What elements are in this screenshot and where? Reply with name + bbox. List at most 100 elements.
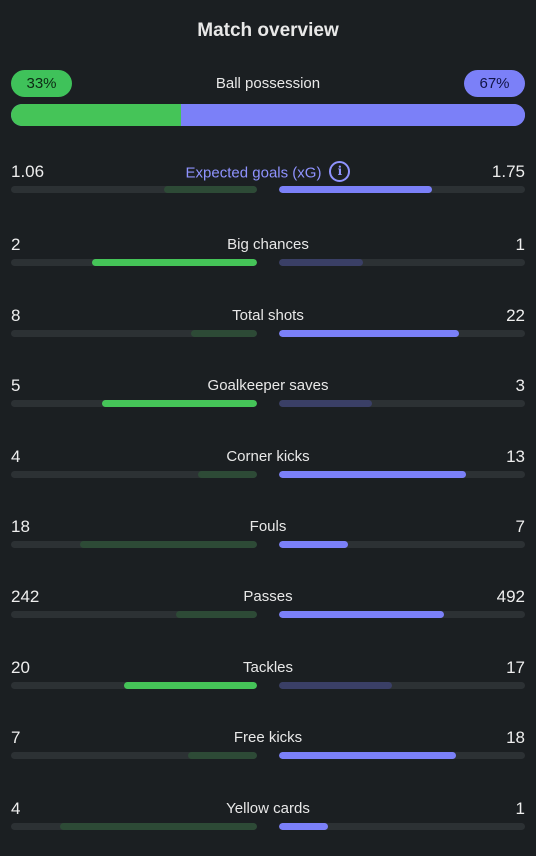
- away-stat-bar: [279, 682, 525, 689]
- possession-label: Ball possession: [215, 75, 321, 92]
- stat-name-label: Goalkeeper saves: [207, 377, 329, 394]
- home-stat-value: 20: [11, 658, 30, 677]
- away-stat-value: 13: [506, 447, 525, 466]
- stat-name-label: Corner kicks: [226, 448, 310, 465]
- home-stat-value: 5: [11, 376, 21, 395]
- away-stat-bar-fill: [279, 471, 466, 478]
- away-stat-bar: [279, 752, 525, 759]
- away-stat-value: 1: [515, 235, 525, 254]
- stat-name: Corner kicks: [11, 448, 525, 465]
- away-stat-bar-fill: [279, 611, 444, 618]
- away-stat-bar-fill: [279, 752, 457, 759]
- stat-name: Total shots: [11, 307, 525, 324]
- home-stat-bar-fill: [175, 611, 257, 618]
- away-stat-value: 17: [506, 658, 525, 677]
- home-stat-bar-fill: [79, 541, 257, 548]
- stat-name-label: Expected goals (xG): [185, 164, 322, 182]
- home-possession-badge: 33%: [11, 70, 72, 97]
- home-stat-bar: [11, 259, 257, 266]
- stat-name: Tackles: [11, 659, 525, 676]
- home-stat-bar-fill: [102, 400, 257, 407]
- home-stat-bar: [11, 471, 257, 478]
- possession-bar: [11, 104, 525, 126]
- home-possession-fill: [11, 104, 181, 126]
- stat-row: 2 Big chances 1: [11, 235, 525, 281]
- home-stat-bar: [11, 541, 257, 548]
- away-stat-bar: [279, 471, 525, 478]
- stat-row: 18 Fouls 7: [11, 517, 525, 563]
- home-stat-value: 4: [11, 799, 21, 818]
- away-stat-bar: [279, 330, 525, 337]
- stat-name: Big chances: [11, 236, 525, 253]
- away-stat-bar-fill: [279, 682, 393, 689]
- away-stat-bar: [279, 259, 525, 266]
- stat-row: 242 Passes 492: [11, 587, 525, 633]
- stat-row: 4 Corner kicks 13: [11, 447, 525, 493]
- away-stat-bar: [279, 541, 525, 548]
- home-stat-value: 7: [11, 728, 21, 747]
- stat-name-label: Big chances: [227, 236, 309, 253]
- home-stat-bar: [11, 186, 257, 193]
- home-stat-bar: [11, 330, 257, 337]
- stat-row: 5 Goalkeeper saves 3: [11, 376, 525, 422]
- away-stat-value: 1: [515, 799, 525, 818]
- stat-name: Fouls: [11, 518, 525, 535]
- home-stat-value: 242: [11, 587, 40, 606]
- home-stat-bar-fill: [92, 259, 257, 266]
- away-stat-value: 492: [496, 587, 525, 606]
- stat-name-label: Yellow cards: [226, 800, 310, 817]
- away-stat-value: 18: [506, 728, 525, 747]
- home-stat-bar-fill: [190, 330, 257, 337]
- home-stat-value: 18: [11, 517, 30, 536]
- away-stat-bar-fill: [279, 330, 459, 337]
- away-stat-bar-fill: [279, 823, 329, 830]
- stat-row: 1.06 Expected goals (xG) i 1.75: [11, 161, 525, 208]
- home-stat-bar: [11, 682, 257, 689]
- away-possession-badge: 67%: [464, 70, 525, 97]
- stat-name: Free kicks: [11, 729, 525, 746]
- stat-row: 20 Tackles 17: [11, 658, 525, 704]
- home-stat-bar-fill: [163, 186, 257, 193]
- stat-name-label: Passes: [243, 588, 293, 605]
- away-stat-bar: [279, 186, 525, 193]
- away-stat-value: 3: [515, 376, 525, 395]
- away-possession-fill: [180, 104, 525, 126]
- away-stat-bar-fill: [279, 541, 348, 548]
- stat-name-label: Tackles: [242, 659, 294, 676]
- stat-name[interactable]: Expected goals (xG) i: [11, 161, 525, 184]
- stat-name: Goalkeeper saves: [11, 377, 525, 394]
- stat-name-label: Total shots: [232, 307, 304, 324]
- stat-row: 4 Yellow cards 1: [11, 799, 525, 845]
- home-stat-bar: [11, 752, 257, 759]
- home-stat-bar-fill: [60, 823, 257, 830]
- home-stat-bar: [11, 823, 257, 830]
- stat-name-label: Free kicks: [233, 729, 303, 746]
- home-stat-value: 8: [11, 306, 21, 325]
- away-stat-value: 1.75: [491, 162, 525, 181]
- stat-row: 7 Free kicks 18: [11, 728, 525, 774]
- away-stat-bar: [279, 400, 525, 407]
- home-stat-bar-fill: [197, 471, 257, 478]
- home-stat-value: 4: [11, 447, 21, 466]
- info-icon[interactable]: i: [329, 161, 351, 182]
- away-stat-bar-fill: [279, 400, 373, 407]
- stat-name: Yellow cards: [11, 800, 525, 817]
- home-stat-bar: [11, 611, 257, 618]
- stat-row: 8 Total shots 22: [11, 306, 525, 352]
- panel-title: Match overview: [197, 20, 339, 41]
- home-stat-bar-fill: [188, 752, 257, 759]
- home-stat-value: 1.06: [11, 162, 45, 181]
- home-stat-bar-fill: [124, 682, 257, 689]
- possession-row: 33% Ball possession 67%: [11, 70, 525, 98]
- away-stat-value: 7: [515, 517, 525, 536]
- stat-name: Passes: [11, 588, 525, 605]
- away-stat-value: 22: [506, 306, 525, 325]
- away-stat-bar-fill: [279, 259, 363, 266]
- home-stat-value: 2: [11, 235, 21, 254]
- stat-name-label: Fouls: [249, 518, 287, 535]
- away-stat-bar-fill: [279, 186, 432, 193]
- away-stat-bar: [279, 611, 525, 618]
- away-stat-bar: [279, 823, 525, 830]
- home-stat-bar: [11, 400, 257, 407]
